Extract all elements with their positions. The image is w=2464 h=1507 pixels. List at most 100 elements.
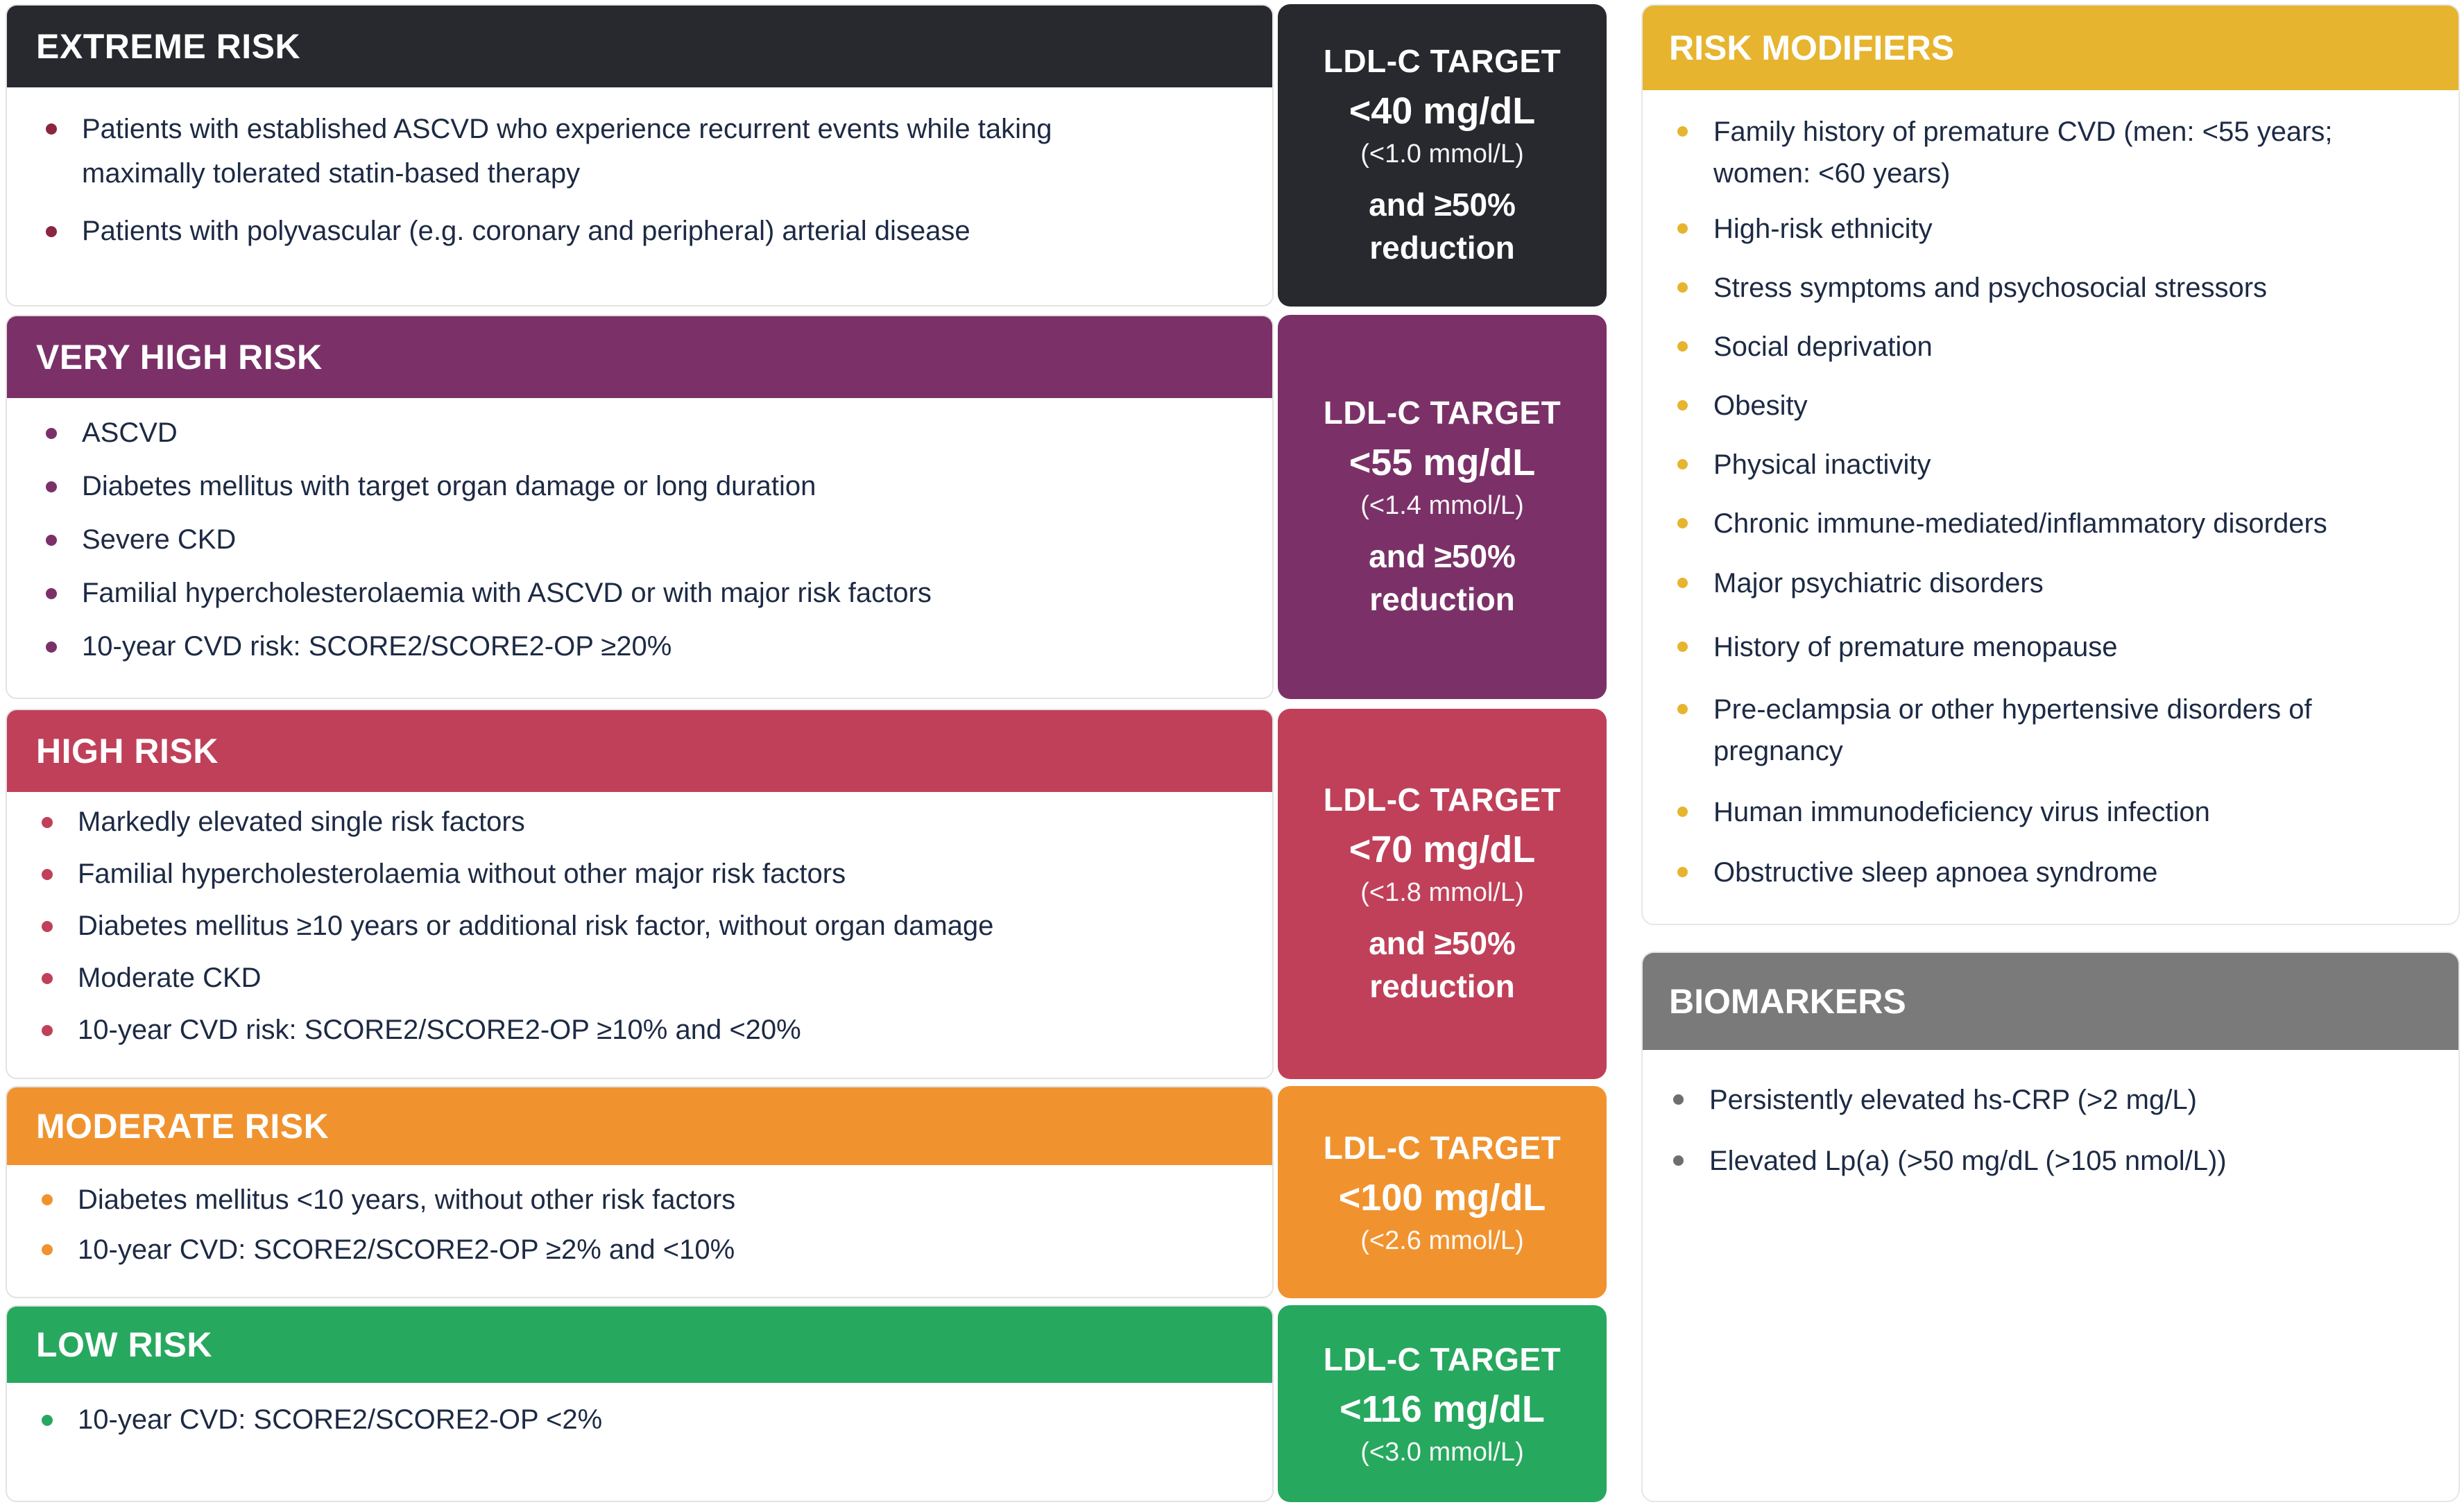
risk-item-text: Markedly elevated single risk factors xyxy=(78,807,525,837)
target-reduction: and ≥50% reduction xyxy=(1369,186,1516,266)
risk-modifiers-panel: RISK MODIFIERS Family history of prematu… xyxy=(1641,4,2460,925)
bullet-icon xyxy=(1673,1094,1684,1105)
risk-header-very-high: VERY HIGH RISK xyxy=(7,316,1272,398)
risk-items-very-high: ASCVD Diabetes mellitus with target orga… xyxy=(7,398,1272,673)
risk-item: Patients with polyvascular (e.g. coronar… xyxy=(46,209,1272,252)
bullet-icon xyxy=(1677,518,1688,528)
bullet-icon xyxy=(42,973,53,984)
target-label: LDL-C TARGET xyxy=(1323,781,1562,818)
risk-item-text: Diabetes mellitus with target organ dama… xyxy=(82,471,816,501)
risk-item-text: Familial hypercholesterolaemia with ASCV… xyxy=(82,578,932,608)
modifier-text: High-risk ethnicity xyxy=(1713,214,1933,244)
modifier-item: History of premature menopause xyxy=(1677,626,2458,668)
risk-panel-moderate: MODERATE RISK Diabetes mellitus <10 year… xyxy=(6,1086,1274,1298)
biomarkers-header: BIOMARKERS xyxy=(1643,953,2458,1050)
biomarker-text: Persistently elevated hs-CRP (>2 mg/L) xyxy=(1709,1085,2197,1115)
ldl-target-high: LDL-C TARGET <70 mg/dL (<1.8 mmol/L) and… xyxy=(1278,709,1607,1079)
modifier-item: High-risk ethnicity xyxy=(1677,208,2458,250)
bullet-icon xyxy=(1677,341,1688,352)
risk-item: 10-year CVD risk: SCORE2/SCORE2-OP ≥10% … xyxy=(42,1004,1272,1056)
modifier-text: Stress symptoms and psychosocial stresso… xyxy=(1713,273,2268,303)
risk-item-text: Diabetes mellitus <10 years, without oth… xyxy=(78,1185,736,1215)
bullet-icon xyxy=(46,226,57,237)
bullet-icon xyxy=(42,869,53,880)
bullet-icon xyxy=(1677,282,1688,293)
target-label: LDL-C TARGET xyxy=(1323,394,1562,431)
bullet-icon xyxy=(46,588,57,599)
risk-item: 10-year CVD risk: SCORE2/SCORE2-OP ≥20% xyxy=(46,620,1272,673)
modifier-text: Obesity xyxy=(1713,390,1808,421)
risk-header-extreme: EXTREME RISK xyxy=(7,6,1272,87)
target-mmol: (<2.6 mmol/L) xyxy=(1360,1225,1524,1255)
risk-item-text: Patients with polyvascular (e.g. coronar… xyxy=(82,216,970,246)
risk-header-moderate: MODERATE RISK xyxy=(7,1087,1272,1165)
modifier-text: Family history of premature CVD (men: <5… xyxy=(1713,117,2333,189)
bullet-icon xyxy=(46,428,57,439)
modifier-item: Physical inactivity xyxy=(1677,444,2458,485)
target-mmol: (<1.0 mmol/L) xyxy=(1360,139,1524,169)
risk-item: Familial hypercholesterolaemia without o… xyxy=(42,848,1272,900)
risk-header-low: LOW RISK xyxy=(7,1307,1272,1383)
risk-item-text: Severe CKD xyxy=(82,524,237,555)
biomarkers-panel: BIOMARKERS Persistently elevated hs-CRP … xyxy=(1641,951,2460,1502)
modifier-text: Major psychiatric disorders xyxy=(1713,568,2044,599)
biomarker-item: Elevated Lp(a) (>50 mg/dL (>105 nmol/L)) xyxy=(1673,1140,2458,1182)
risk-items-high: Markedly elevated single risk factors Fa… xyxy=(7,792,1272,1056)
bullet-icon xyxy=(46,535,57,546)
risk-item: Diabetes mellitus <10 years, without oth… xyxy=(42,1175,1272,1225)
bullet-icon xyxy=(1673,1155,1684,1166)
modifier-item: Human immunodeficiency virus infection xyxy=(1677,791,2458,833)
target-reduction: and ≥50% reduction xyxy=(1369,924,1516,1004)
bullet-icon xyxy=(46,123,57,135)
risk-item-text: 10-year CVD: SCORE2/SCORE2-OP ≥2% and <1… xyxy=(78,1234,735,1265)
modifier-item: Obstructive sleep apnoea syndrome xyxy=(1677,852,2458,893)
risk-item-text: Patients with established ASCVD who expe… xyxy=(82,114,1052,189)
modifier-text: Human immunodeficiency virus infection xyxy=(1713,797,2210,827)
bullet-icon xyxy=(1677,126,1688,137)
modifier-text: Pre-eclampsia or other hypertensive diso… xyxy=(1713,694,2312,766)
risk-item: Patients with established ASCVD who expe… xyxy=(46,107,1272,196)
risk-item-text: Familial hypercholesterolaemia without o… xyxy=(78,859,846,889)
bullet-icon xyxy=(1677,223,1688,234)
risk-row-very-high: VERY HIGH RISK ASCVD Diabetes mellitus w… xyxy=(0,315,1609,699)
risk-row-moderate: MODERATE RISK Diabetes mellitus <10 year… xyxy=(0,1086,1609,1298)
risk-items-low: 10-year CVD: SCORE2/SCORE2-OP <2% xyxy=(7,1383,1272,1441)
risk-item: 10-year CVD: SCORE2/SCORE2-OP ≥2% and <1… xyxy=(42,1225,1272,1275)
risk-item-text: ASCVD xyxy=(82,417,178,448)
risk-item-text: Diabetes mellitus ≥10 years or additiona… xyxy=(78,911,994,941)
target-value: <116 mg/dL xyxy=(1340,1388,1545,1430)
modifier-item: Stress symptoms and psychosocial stresso… xyxy=(1677,267,2458,309)
bullet-icon xyxy=(1677,641,1688,652)
risk-item-text: 10-year CVD risk: SCORE2/SCORE2-OP ≥20% xyxy=(82,631,672,662)
risk-item: Severe CKD xyxy=(46,513,1272,567)
bullet-icon xyxy=(1677,578,1688,588)
bullet-icon xyxy=(42,1415,53,1426)
risk-item-text: 10-year CVD risk: SCORE2/SCORE2-OP ≥10% … xyxy=(78,1015,801,1045)
bullet-icon xyxy=(42,921,53,932)
target-value: <70 mg/dL xyxy=(1349,828,1536,870)
risk-item: Familial hypercholesterolaemia with ASCV… xyxy=(46,567,1272,620)
modifier-text: History of premature menopause xyxy=(1713,632,2118,662)
ldl-target-extreme: LDL-C TARGET <40 mg/dL (<1.0 mmol/L) and… xyxy=(1278,4,1607,307)
modifier-text: Physical inactivity xyxy=(1713,449,1931,480)
risk-item: ASCVD xyxy=(46,406,1272,460)
target-reduction: and ≥50% reduction xyxy=(1369,537,1516,617)
risk-row-low: LOW RISK 10-year CVD: SCORE2/SCORE2-OP <… xyxy=(0,1305,1609,1502)
target-mmol: (<1.8 mmol/L) xyxy=(1360,877,1524,907)
target-mmol: (<1.4 mmol/L) xyxy=(1360,490,1524,520)
risk-item-text: 10-year CVD: SCORE2/SCORE2-OP <2% xyxy=(78,1404,603,1435)
ldl-target-low: LDL-C TARGET <116 mg/dL (<3.0 mmol/L) xyxy=(1278,1305,1607,1502)
bullet-icon xyxy=(42,817,53,828)
risk-item: Diabetes mellitus with target organ dama… xyxy=(46,460,1272,513)
ldl-target-moderate: LDL-C TARGET <100 mg/dL (<2.6 mmol/L) xyxy=(1278,1086,1607,1298)
risk-modifiers-list: Family history of premature CVD (men: <5… xyxy=(1643,90,2458,893)
bullet-icon xyxy=(46,641,57,653)
modifier-text: Obstructive sleep apnoea syndrome xyxy=(1713,857,2158,888)
bullet-icon xyxy=(1677,459,1688,470)
modifier-text: Chronic immune-mediated/inflammatory dis… xyxy=(1713,508,2327,539)
risk-panel-very-high: VERY HIGH RISK ASCVD Diabetes mellitus w… xyxy=(6,315,1274,699)
risk-modifiers-header: RISK MODIFIERS xyxy=(1643,6,2458,90)
bullet-icon xyxy=(42,1244,53,1255)
risk-item-text: Moderate CKD xyxy=(78,963,262,993)
risk-item: Diabetes mellitus ≥10 years or additiona… xyxy=(42,900,1272,952)
